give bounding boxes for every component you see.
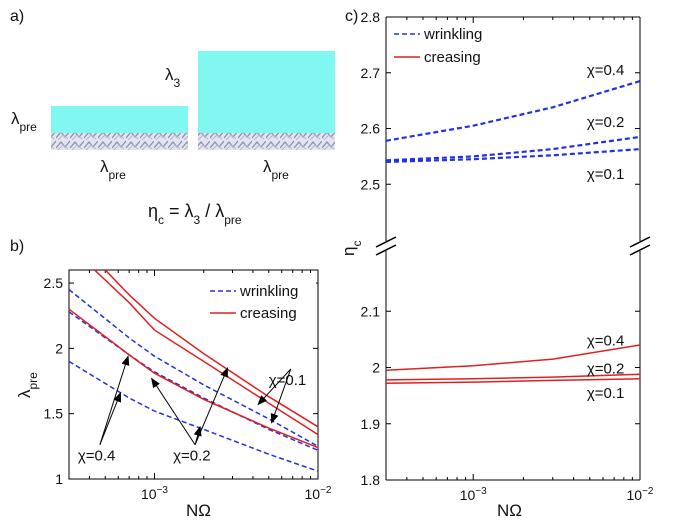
creasing-series-chi-0.4 bbox=[68, 308, 319, 449]
wrinkling-series-chi-0.1 bbox=[385, 148, 641, 163]
annotation-arrow-b bbox=[257, 368, 292, 406]
plot-frame-b bbox=[68, 269, 319, 480]
x-axis-label-c: NΩ bbox=[497, 501, 522, 520]
wrinkling-series-chi-0.4 bbox=[385, 80, 641, 142]
chi-label-c: χ=0.2 bbox=[587, 114, 625, 131]
annotation-arrow-b bbox=[270, 368, 292, 424]
chart-panel-c: 2.5 2.6 2.7 2.8 1.8 1.9 2 2.1 10−3 10−2 wrinkling… bbox=[339, 9, 654, 520]
annotation-arrow-b bbox=[193, 425, 202, 445]
y-tick-label-c: 2.5 bbox=[361, 176, 381, 192]
annotation-arrow-b bbox=[99, 391, 122, 445]
chart-panel-b: 1 1.5 2 2.5 10−3 10−2 wrinkling creasing χ=0.1… bbox=[15, 269, 332, 520]
substrate-left bbox=[51, 133, 188, 150]
legend-label-b: wrinkling bbox=[239, 283, 298, 300]
annotation-label-b: χ=0.4 bbox=[78, 448, 116, 465]
y-tick-label-b: 1.5 bbox=[44, 406, 64, 422]
x-tick-label-b: 10−2 bbox=[305, 485, 332, 502]
x-tick-label-c: 10−3 bbox=[460, 486, 487, 503]
y-tick-label-c: 1.8 bbox=[361, 472, 381, 488]
axis-break-gap-left bbox=[384, 241, 388, 251]
y-tick-label-c: 1.9 bbox=[361, 416, 381, 432]
creasing-series-chi-0.1 bbox=[385, 378, 641, 385]
wrinkling-series-chi-0.2 bbox=[385, 135, 641, 162]
chi-label-c: χ=0.1 bbox=[587, 166, 625, 183]
compressed-film bbox=[198, 51, 335, 133]
y-tick-label-b: 1 bbox=[55, 471, 63, 487]
legend-label-b: creasing bbox=[240, 305, 297, 322]
lambda-pre-bottom-left-label: λpre bbox=[100, 157, 126, 182]
x-axis-label-b: NΩ bbox=[186, 501, 211, 520]
panel-label-c: c) bbox=[345, 8, 358, 25]
lambda-3-label: λ3 bbox=[165, 65, 181, 90]
chi-label-c: χ=0.1 bbox=[587, 385, 625, 402]
creasing-series-chi-0.2 bbox=[385, 373, 641, 381]
axis-break-mark-left bbox=[375, 244, 397, 256]
schematic-panel-a: λpre λpre λpre λ3 ηc = λ3 / λpre bbox=[11, 51, 335, 227]
panel-label-a: a) bbox=[10, 8, 24, 25]
chi-label-c: χ=0.2 bbox=[587, 361, 625, 378]
y-tick-label-b: 2.5 bbox=[44, 275, 64, 291]
lambda-pre-bottom-right-label: λpre bbox=[263, 157, 289, 182]
axis-break-mark-left bbox=[375, 236, 397, 248]
annotation-arrow-b bbox=[151, 377, 196, 445]
axis-break-mark-right bbox=[629, 244, 651, 256]
creasing-series-chi-0.2 bbox=[104, 269, 319, 428]
annotation-label-b: χ=0.1 bbox=[269, 372, 307, 389]
legend-b bbox=[206, 275, 316, 325]
y-tick-label-c: 2.8 bbox=[361, 9, 381, 25]
wrinkling-series-chi-0.2 bbox=[68, 311, 319, 451]
eta-equation: ηc = λ3 / λpre bbox=[148, 201, 242, 227]
y-tick-label-c: 2 bbox=[372, 360, 380, 376]
y-axis-label-b: λpre bbox=[15, 372, 40, 398]
y-axis-label-c: ηc bbox=[339, 241, 364, 256]
y-tick-label-c: 2.1 bbox=[361, 303, 381, 319]
annotation-arrow-b bbox=[99, 355, 130, 445]
panel-label-b: b) bbox=[10, 238, 24, 255]
substrate-right bbox=[198, 133, 335, 150]
chi-label-c: χ=0.4 bbox=[587, 62, 625, 79]
lambda-pre-left-label: λpre bbox=[11, 109, 37, 134]
prestretched-film bbox=[51, 106, 188, 133]
legend-label-c: creasing bbox=[424, 49, 481, 66]
x-tick-label-b: 10−3 bbox=[141, 485, 168, 502]
creasing-series-chi-0.4 bbox=[385, 344, 641, 372]
axis-break-mark-right bbox=[629, 236, 651, 248]
axis-break-gap-right bbox=[638, 241, 642, 251]
x-tick-label-c: 10−2 bbox=[627, 486, 654, 503]
y-tick-label-c: 2.7 bbox=[361, 65, 381, 81]
chi-label-c: χ=0.4 bbox=[587, 333, 625, 350]
y-tick-label-b: 2 bbox=[55, 340, 63, 356]
annotation-label-b: χ=0.2 bbox=[173, 448, 211, 465]
legend-label-c: wrinkling bbox=[423, 26, 482, 43]
annotation-arrow-b bbox=[194, 367, 229, 445]
y-tick-label-c: 2.6 bbox=[361, 121, 381, 137]
